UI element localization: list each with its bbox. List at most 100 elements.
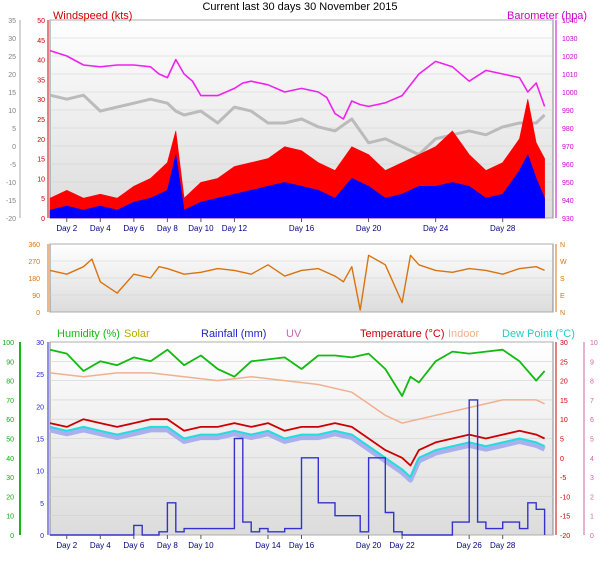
humidity-tick-label: 90 bbox=[6, 359, 14, 366]
legend-windspeed: Windspeed (kts) bbox=[53, 10, 132, 22]
y-tick-label-right: 940 bbox=[562, 198, 574, 205]
y-tick-label-right: 970 bbox=[562, 144, 574, 151]
y-tick-label-right: 980 bbox=[562, 126, 574, 133]
indoor-line bbox=[49, 372, 545, 424]
wind-series bbox=[49, 49, 546, 219]
uv-tick-label: 10 bbox=[590, 340, 598, 347]
compass-tick-label: N bbox=[560, 242, 565, 249]
uv-tick-label: 4 bbox=[590, 456, 594, 463]
direction-grid bbox=[50, 243, 553, 313]
temperature-line bbox=[49, 418, 545, 467]
y-tick-label-right: 960 bbox=[562, 162, 574, 169]
compass-tick-label: E bbox=[560, 293, 565, 300]
compass-tick-label: N bbox=[560, 310, 565, 317]
uv-tick-label: 0 bbox=[590, 533, 594, 540]
y-tick-label-inner: 25 bbox=[37, 117, 45, 124]
x-tick-label: Day 6 bbox=[123, 224, 144, 233]
wind-y-axis-left: 35302520151050-5-10-15-20504540353025201… bbox=[6, 18, 49, 223]
humidity-tick-label: 100 bbox=[2, 340, 14, 347]
x-tick-label: Day 4 bbox=[90, 224, 111, 233]
temperature-tick-label: 30 bbox=[560, 340, 568, 347]
humidity-tick-label: 40 bbox=[6, 456, 14, 463]
legend-uv: UV bbox=[286, 328, 302, 340]
uv-tick-label: 6 bbox=[590, 417, 594, 424]
temperature-tick-label: -15 bbox=[560, 514, 570, 521]
x-tick-label: Day 10 bbox=[188, 224, 214, 233]
y-tick-label-outer: 35 bbox=[8, 18, 16, 25]
uv-tick-label: 8 bbox=[590, 379, 594, 386]
x-tick-label: Day 10 bbox=[188, 541, 214, 550]
direction-tick-label: 270 bbox=[28, 259, 40, 266]
rainfall-tick-label: 25 bbox=[36, 372, 44, 379]
x-tick-label: Day 22 bbox=[389, 541, 415, 550]
x-tick-label: Day 28 bbox=[490, 224, 516, 233]
humidity-tick-label: 50 bbox=[6, 437, 14, 444]
x-tick-label: Day 2 bbox=[56, 541, 77, 550]
y-tick-label-outer: 10 bbox=[8, 108, 16, 115]
compass-tick-label: W bbox=[560, 259, 567, 266]
wind-average-area bbox=[49, 153, 545, 219]
x-tick-label: Day 2 bbox=[56, 224, 77, 233]
y-tick-label-right: 930 bbox=[562, 216, 574, 223]
humidity-tick-label: 20 bbox=[6, 494, 14, 501]
humidity-x-axis: Day 2 Day 4 Day 6 Day 8 Day 10 Day 14 Day 16 Da… bbox=[56, 535, 516, 550]
uv-tick-label: 2 bbox=[590, 494, 594, 501]
dewpoint-line bbox=[49, 425, 546, 479]
legend-temperature: Temperature (°C) bbox=[360, 328, 444, 340]
rainfall-tick-label: 10 bbox=[36, 469, 44, 476]
direction-tick-label: 90 bbox=[32, 293, 40, 300]
y-tick-label-inner: 0 bbox=[41, 216, 45, 223]
temperature-tick-label: 10 bbox=[560, 417, 568, 424]
humidity-tick-label: 60 bbox=[6, 417, 14, 424]
temperature-tick-label: 20 bbox=[560, 379, 568, 386]
gust-grey-line bbox=[49, 93, 546, 157]
x-tick-label: Day 16 bbox=[289, 224, 315, 233]
x-tick-label: Day 8 bbox=[157, 224, 178, 233]
humidity-line bbox=[49, 348, 546, 397]
x-tick-label: Day 24 bbox=[423, 224, 449, 233]
uv-tick-label: 1 bbox=[590, 514, 594, 521]
x-tick-label: Day 20 bbox=[356, 224, 382, 233]
y-tick-label-inner: 35 bbox=[37, 77, 45, 84]
y-tick-label-outer: -15 bbox=[6, 198, 16, 205]
x-tick-label: Day 6 bbox=[123, 541, 144, 550]
y-tick-label-outer: -5 bbox=[10, 162, 16, 169]
temperature-tick-label: 0 bbox=[560, 456, 564, 463]
y-tick-label-inner: 50 bbox=[37, 18, 45, 25]
barometer-y-axis-right: 1040 1030 1020 1010 1000 990 980 970 960 950 940 93… bbox=[555, 18, 578, 223]
rainfall-tick-label: 0 bbox=[40, 533, 44, 540]
x-tick-label: Day 20 bbox=[356, 541, 382, 550]
uv-tick-label: 9 bbox=[590, 359, 594, 366]
y-tick-label-right: 1000 bbox=[562, 90, 578, 97]
legend-solar: Solar bbox=[124, 328, 150, 340]
x-tick-label: Day 12 bbox=[222, 224, 248, 233]
x-tick-label: Day 14 bbox=[255, 541, 281, 550]
wind-x-axis: Day 2 Day 4 Day 6 Day 8 Day 10 Day 12 Day 16 Da… bbox=[56, 218, 516, 233]
temperature-tick-label: -5 bbox=[560, 475, 566, 482]
y-tick-label-outer: -10 bbox=[6, 180, 16, 187]
rainfall-tick-label: 20 bbox=[36, 404, 44, 411]
direction-y-axis-left: 360 270 180 90 0 bbox=[28, 242, 49, 317]
y-tick-label-inner: 40 bbox=[37, 58, 45, 65]
x-tick-label: Day 26 bbox=[456, 541, 482, 550]
compass-tick-label: S bbox=[560, 276, 565, 283]
x-tick-label: Day 4 bbox=[90, 541, 111, 550]
chart-title: Current last 30 days 30 November 2015 bbox=[202, 1, 397, 13]
y-tick-label-inner: 5 bbox=[41, 196, 45, 203]
y-tick-label-outer: 20 bbox=[8, 72, 16, 79]
temperature-tick-label: -10 bbox=[560, 494, 570, 501]
y-tick-label-inner: 30 bbox=[37, 97, 45, 104]
direction-tick-label: 360 bbox=[28, 242, 40, 249]
direction-tick-label: 180 bbox=[28, 276, 40, 283]
humidity-legend: Humidity (%) Solar Rainfall (mm) UV Temp… bbox=[57, 328, 575, 340]
direction-tick-label: 0 bbox=[36, 310, 40, 317]
y-tick-label-right: 950 bbox=[562, 180, 574, 187]
direction-y-axis-right: N W S E N bbox=[555, 242, 567, 317]
y-tick-label-outer: 25 bbox=[8, 54, 16, 61]
y-tick-label-right: 1020 bbox=[562, 54, 578, 61]
uv-tick-label: 3 bbox=[590, 475, 594, 482]
